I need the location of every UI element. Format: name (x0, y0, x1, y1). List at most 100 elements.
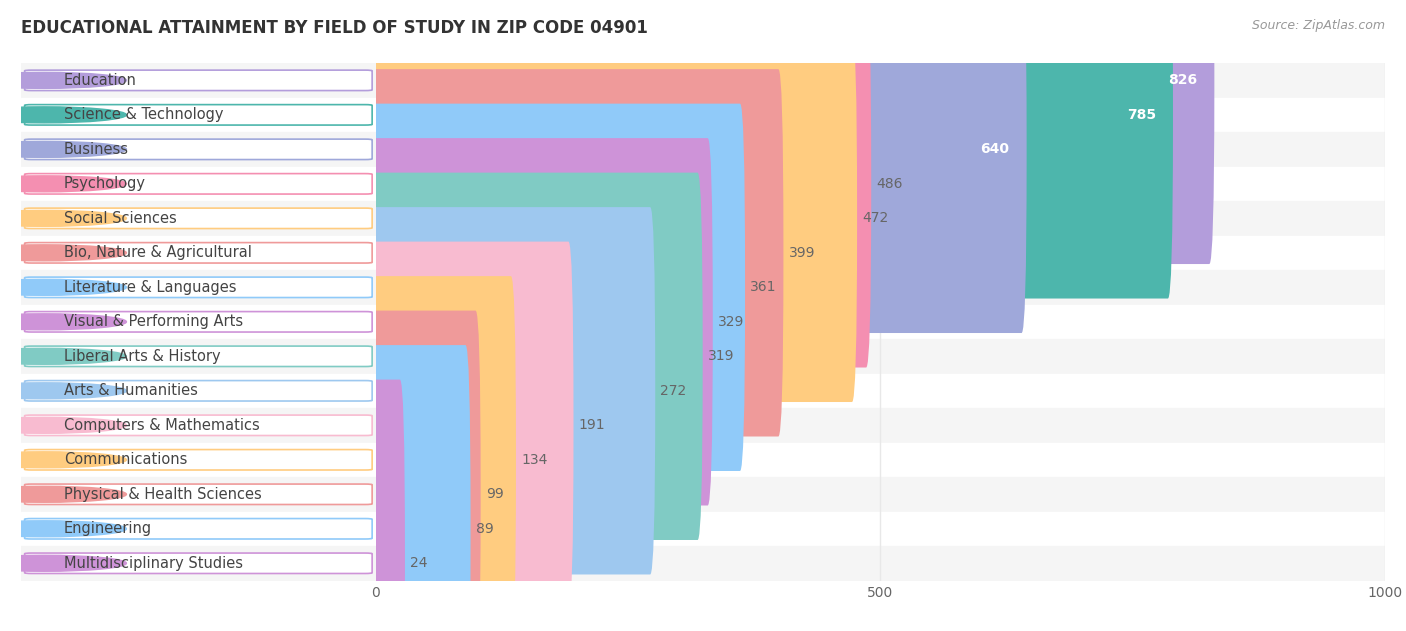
Bar (21, 408, 375, 442)
FancyBboxPatch shape (25, 277, 373, 298)
Bar (375, 546, 1385, 581)
Text: 826: 826 (1168, 73, 1197, 87)
Bar (375, 408, 1385, 442)
FancyBboxPatch shape (371, 0, 1026, 333)
Text: 89: 89 (475, 522, 494, 536)
FancyBboxPatch shape (25, 70, 373, 91)
FancyBboxPatch shape (371, 310, 481, 631)
Bar (375, 270, 1385, 305)
Circle shape (0, 314, 127, 330)
Circle shape (0, 417, 127, 433)
Bar (21, 132, 375, 167)
Circle shape (0, 280, 127, 295)
Text: Multidisciplinary Studies: Multidisciplinary Studies (63, 556, 243, 571)
FancyBboxPatch shape (371, 0, 1173, 298)
FancyBboxPatch shape (371, 0, 872, 367)
FancyBboxPatch shape (25, 174, 373, 194)
Text: 272: 272 (661, 384, 686, 398)
FancyBboxPatch shape (25, 312, 373, 332)
FancyBboxPatch shape (25, 484, 373, 505)
Text: Physical & Health Sciences: Physical & Health Sciences (63, 487, 262, 502)
FancyBboxPatch shape (371, 380, 405, 631)
Circle shape (0, 348, 127, 364)
Bar (375, 63, 1385, 98)
FancyBboxPatch shape (371, 207, 655, 574)
FancyBboxPatch shape (25, 449, 373, 470)
FancyBboxPatch shape (371, 242, 574, 609)
Bar (375, 374, 1385, 408)
Text: Engineering: Engineering (63, 521, 152, 536)
FancyBboxPatch shape (25, 519, 373, 539)
FancyBboxPatch shape (371, 0, 1215, 264)
Bar (21, 339, 375, 374)
FancyBboxPatch shape (25, 553, 373, 574)
FancyBboxPatch shape (371, 103, 745, 471)
Text: 785: 785 (1126, 108, 1156, 122)
Text: Business: Business (63, 142, 128, 157)
Text: Science & Technology: Science & Technology (63, 107, 224, 122)
FancyBboxPatch shape (371, 173, 703, 540)
Text: Education: Education (63, 73, 136, 88)
Bar (21, 477, 375, 512)
Circle shape (0, 383, 127, 399)
Text: 472: 472 (862, 211, 889, 225)
Circle shape (0, 73, 127, 88)
Text: 361: 361 (751, 280, 776, 294)
FancyBboxPatch shape (371, 35, 858, 402)
Bar (21, 305, 375, 339)
FancyBboxPatch shape (25, 242, 373, 263)
Text: Communications: Communications (63, 452, 187, 468)
Bar (21, 235, 375, 270)
Text: Bio, Nature & Agricultural: Bio, Nature & Agricultural (63, 245, 252, 261)
Bar (375, 339, 1385, 374)
Bar (21, 546, 375, 581)
Circle shape (0, 452, 127, 468)
FancyBboxPatch shape (25, 346, 373, 367)
FancyBboxPatch shape (371, 345, 471, 631)
Circle shape (0, 521, 127, 537)
FancyBboxPatch shape (25, 208, 373, 228)
Circle shape (0, 107, 127, 123)
FancyBboxPatch shape (371, 69, 783, 437)
Circle shape (0, 245, 127, 261)
Circle shape (0, 555, 127, 571)
Bar (375, 442, 1385, 477)
Text: 134: 134 (522, 453, 547, 467)
Text: 191: 191 (578, 418, 605, 432)
FancyBboxPatch shape (25, 415, 373, 435)
Bar (21, 442, 375, 477)
Bar (375, 98, 1385, 132)
Text: 24: 24 (411, 557, 427, 570)
Text: Arts & Humanities: Arts & Humanities (63, 383, 197, 398)
Bar (21, 167, 375, 201)
FancyBboxPatch shape (25, 380, 373, 401)
FancyBboxPatch shape (371, 138, 713, 505)
Text: Literature & Languages: Literature & Languages (63, 280, 236, 295)
Text: Liberal Arts & History: Liberal Arts & History (63, 349, 221, 364)
Text: Source: ZipAtlas.com: Source: ZipAtlas.com (1251, 19, 1385, 32)
Bar (375, 305, 1385, 339)
Bar (375, 201, 1385, 235)
Text: 399: 399 (789, 246, 815, 260)
Circle shape (0, 487, 127, 502)
Text: Social Sciences: Social Sciences (63, 211, 176, 226)
Text: 99: 99 (485, 487, 503, 501)
Text: Computers & Mathematics: Computers & Mathematics (63, 418, 259, 433)
Bar (21, 98, 375, 132)
FancyBboxPatch shape (25, 139, 373, 160)
Bar (21, 374, 375, 408)
Circle shape (0, 141, 127, 157)
Circle shape (0, 176, 127, 192)
Bar (375, 512, 1385, 546)
Bar (375, 235, 1385, 270)
Bar (21, 512, 375, 546)
Bar (21, 63, 375, 98)
Bar (375, 132, 1385, 167)
Text: EDUCATIONAL ATTAINMENT BY FIELD OF STUDY IN ZIP CODE 04901: EDUCATIONAL ATTAINMENT BY FIELD OF STUDY… (21, 19, 648, 37)
Bar (375, 477, 1385, 512)
Text: Psychology: Psychology (63, 176, 146, 191)
Text: 486: 486 (876, 177, 903, 191)
Bar (21, 270, 375, 305)
Text: 640: 640 (980, 143, 1010, 156)
Bar (21, 201, 375, 235)
